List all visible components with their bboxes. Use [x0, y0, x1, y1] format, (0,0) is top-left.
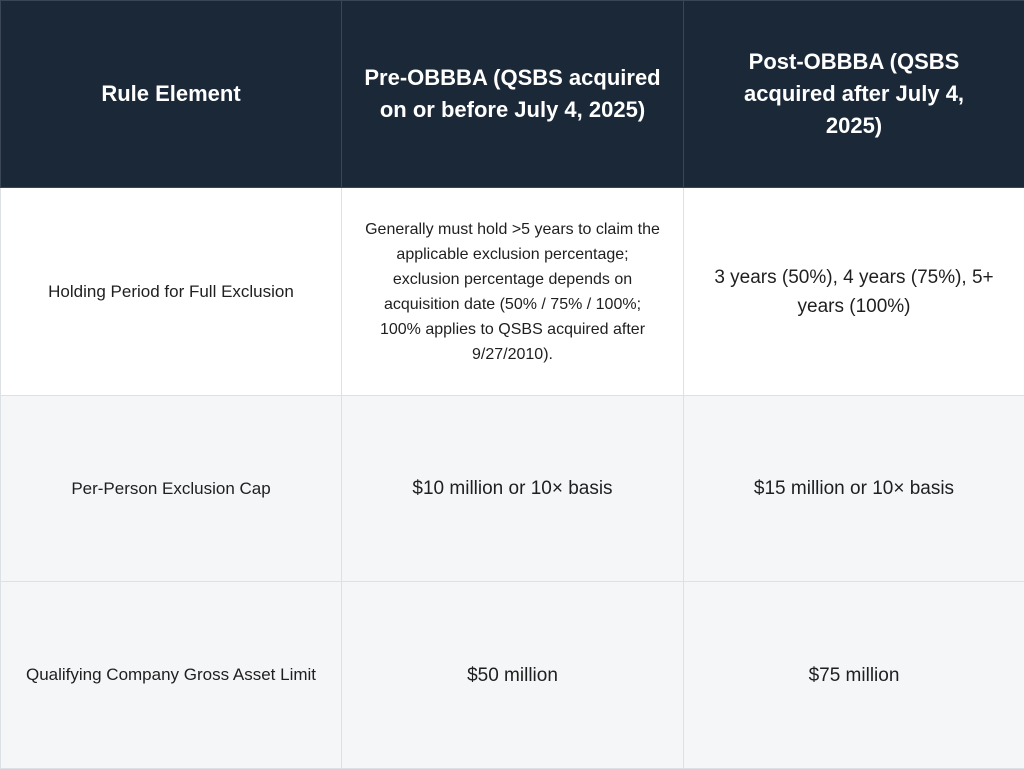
rule-element-cell: Holding Period for Full Exclusion — [1, 188, 342, 396]
table-row: Holding Period for Full Exclusion Genera… — [1, 188, 1024, 396]
post-obbba-cell: $15 million or 10× basis — [684, 396, 1024, 582]
header-row: Rule Element Pre-OBBBA (QSBS acquired on… — [1, 1, 1024, 188]
header-pre-obbba: Pre-OBBBA (QSBS acquired on or before Ju… — [342, 1, 684, 188]
rule-element-cell: Per-Person Exclusion Cap — [1, 396, 342, 582]
pre-obbba-cell: Generally must hold >5 years to claim th… — [342, 188, 684, 396]
pre-obbba-cell: $10 million or 10× basis — [342, 396, 684, 582]
post-obbba-cell: $75 million — [684, 582, 1024, 769]
header-post-obbba: Post-OBBBA (QSBS acquired after July 4, … — [684, 1, 1024, 188]
header-rule-element: Rule Element — [1, 1, 342, 188]
post-obbba-cell: 3 years (50%), 4 years (75%), 5+ years (… — [684, 188, 1024, 396]
rule-element-cell: Qualifying Company Gross Asset Limit — [1, 582, 342, 769]
table-row: Per-Person Exclusion Cap $10 million or … — [1, 396, 1024, 582]
table-row: Qualifying Company Gross Asset Limit $50… — [1, 582, 1024, 769]
pre-obbba-cell: $50 million — [342, 582, 684, 769]
